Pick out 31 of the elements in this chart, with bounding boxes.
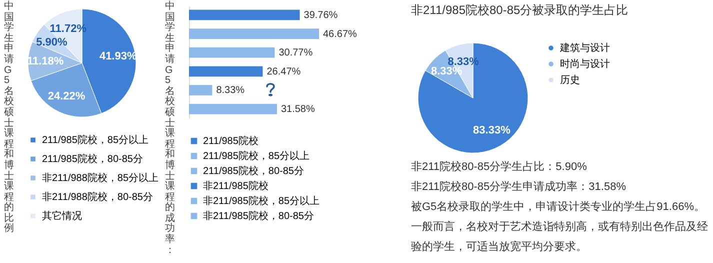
- data-label: 11.18%: [26, 56, 64, 68]
- legend-label: 211/985院校，85分以上: [42, 134, 149, 146]
- pie-slice: [418, 42, 528, 154]
- data-label: 31.58%: [280, 104, 315, 116]
- legend-label: 非211/985院校: [203, 180, 268, 192]
- data-label: 26.47%: [266, 66, 301, 78]
- legend-label: 211/985院校，85分以上: [203, 150, 310, 162]
- data-label: 30.77%: [278, 48, 313, 59]
- data-label: 8.33%: [216, 85, 245, 96]
- legend-label: 时尚与设计: [560, 58, 610, 70]
- data-label: 24.22%: [48, 90, 86, 102]
- data-label: 39.76%: [304, 10, 338, 21]
- chart-title: 中国学生申请G5名校硕士课程和博士课程的成功率：: [165, 1, 175, 256]
- data-label: 5.90%: [36, 36, 68, 48]
- legend-label: 非211/988院校，80-85分: [42, 191, 153, 203]
- text: 被G5名校录取的学生中，申请设计类专业的学生占91.66%。一般而言，名校对于艺术造诣特别高，或有特别出色作品及经验的学生，可适当放宽平均分要求。: [411, 200, 709, 255]
- data-label: 83.33%: [473, 124, 511, 136]
- legend-label: 211/985院校: [203, 135, 258, 147]
- legend-label: 211/985院校，80-85分: [42, 153, 143, 165]
- legend-label: 211/985院校，80-85分: [203, 165, 304, 177]
- text: 非211院校80-85分学生占比：5.90%: [411, 160, 588, 175]
- text: 非211院校80-85分学生申请成功率：31.58%: [411, 180, 627, 195]
- legend-label: 非211/985院校，80-85分: [203, 210, 314, 222]
- chart-title: 非211/985院校80-85分被录取的学生占比: [411, 2, 628, 19]
- legend-label: 历史: [560, 74, 580, 86]
- legend-label: 其它情况: [42, 210, 82, 222]
- legend-label: 建筑与设计: [559, 42, 610, 54]
- legend-label: 非211/985院校，85分以上: [203, 195, 320, 207]
- data-label: 46.67%: [323, 28, 358, 40]
- legend-label: 非211/988院校，85分以上: [42, 172, 159, 184]
- chart-title: 中国学生申请G5名校硕士课程和博士课程的比例: [4, 1, 14, 234]
